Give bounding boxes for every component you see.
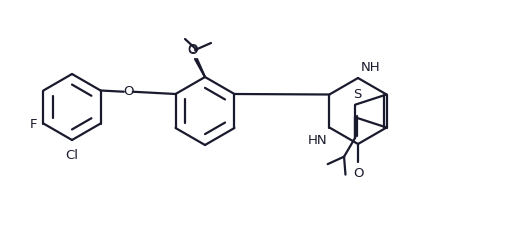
- Text: NH: NH: [361, 61, 380, 74]
- Text: O: O: [353, 166, 363, 179]
- Text: F: F: [30, 117, 37, 131]
- Text: methyl: methyl: [185, 35, 190, 36]
- Text: O: O: [188, 43, 198, 56]
- Text: S: S: [353, 87, 361, 100]
- Text: Cl: Cl: [66, 148, 78, 161]
- Text: O: O: [123, 85, 134, 98]
- Text: O: O: [188, 44, 198, 57]
- Text: HN: HN: [308, 133, 327, 146]
